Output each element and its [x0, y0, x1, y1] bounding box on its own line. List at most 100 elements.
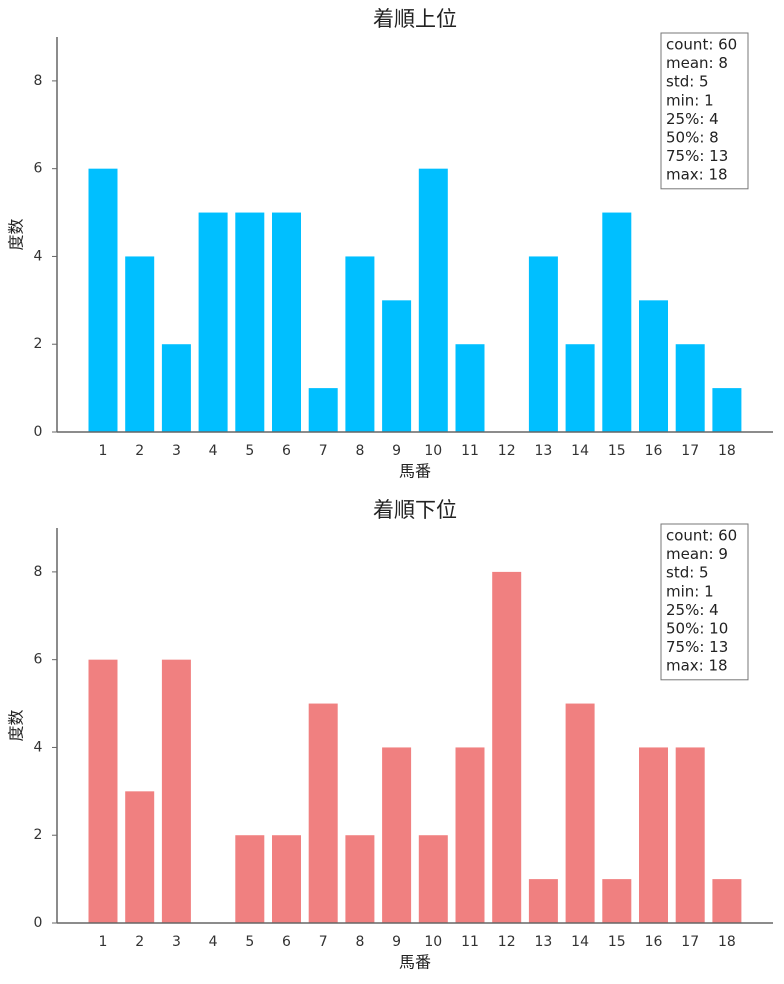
bar — [528, 256, 558, 432]
x-tick-label: 4 — [209, 934, 218, 950]
x-tick-label: 18 — [718, 934, 736, 950]
bar — [602, 212, 632, 432]
stats-line: 50%: 10 — [666, 620, 728, 638]
y-tick-label: 0 — [34, 915, 43, 931]
bar — [161, 659, 191, 923]
x-tick-label: 5 — [245, 443, 254, 459]
bar — [308, 388, 338, 432]
x-tick-label: 16 — [645, 443, 663, 459]
x-tick-label: 17 — [681, 443, 699, 459]
bar — [345, 835, 375, 923]
stats-box — [660, 523, 749, 681]
x-tick-label: 16 — [645, 934, 663, 950]
x-tick-label: 11 — [461, 443, 479, 459]
bar — [565, 703, 595, 923]
x-tick-label: 10 — [424, 934, 442, 950]
x-tick-label: 6 — [282, 443, 291, 459]
stats-line: 50%: 8 — [666, 129, 719, 147]
y-tick-label: 6 — [34, 161, 43, 177]
x-tick-label: 2 — [135, 934, 144, 950]
stats-line: 75%: 13 — [666, 638, 728, 656]
bar — [455, 344, 485, 432]
x-tick-label: 6 — [282, 934, 291, 950]
bar — [272, 835, 301, 923]
x-tick-label: 14 — [571, 443, 589, 459]
y-tick-label: 2 — [34, 336, 43, 352]
bar — [308, 703, 338, 923]
bar — [492, 571, 522, 923]
bar — [382, 300, 412, 432]
stats-line: mean: 8 — [666, 54, 728, 72]
y-tick-label: 8 — [34, 564, 43, 580]
y-tick-label: 4 — [34, 248, 43, 264]
x-tick-label: 15 — [608, 443, 626, 459]
y-axis-label: 度数 — [7, 218, 26, 250]
bar — [639, 747, 668, 923]
x-tick-label: 10 — [424, 443, 442, 459]
bar — [235, 835, 265, 923]
chart-title: 着順下位 — [373, 498, 457, 522]
x-tick-label: 9 — [392, 934, 401, 950]
stats-line: min: 1 — [666, 582, 714, 600]
bar — [528, 879, 558, 923]
stats-box — [660, 32, 749, 190]
x-tick-label: 14 — [571, 934, 589, 950]
bar — [712, 388, 742, 432]
x-tick-label: 18 — [718, 443, 736, 459]
y-tick-label: 8 — [34, 73, 43, 89]
x-tick-label: 2 — [135, 443, 144, 459]
bar — [161, 344, 191, 432]
stats-line: mean: 9 — [666, 545, 728, 563]
x-axis-label: 馬番 — [399, 462, 431, 481]
x-tick-label: 13 — [534, 934, 552, 950]
y-axis-label: 度数 — [7, 709, 26, 741]
bar — [675, 747, 705, 923]
bar — [418, 835, 448, 923]
x-tick-label: 11 — [461, 934, 479, 950]
stats-line: max: 18 — [666, 166, 728, 184]
x-tick-label: 7 — [319, 934, 328, 950]
stats-line: max: 18 — [666, 657, 728, 675]
stats-line: min: 1 — [666, 91, 714, 109]
x-tick-label: 5 — [245, 934, 254, 950]
x-tick-label: 12 — [498, 443, 516, 459]
x-tick-label: 4 — [209, 443, 218, 459]
stats-line: count: 60 — [666, 36, 737, 54]
stats-line: 75%: 13 — [666, 147, 728, 165]
stats-line: 25%: 4 — [666, 110, 719, 128]
bar — [418, 168, 448, 432]
stats-line: count: 60 — [666, 527, 737, 545]
y-tick-label: 0 — [34, 424, 43, 440]
bar — [125, 256, 155, 432]
x-tick-label: 7 — [319, 443, 328, 459]
x-tick-label: 13 — [534, 443, 552, 459]
bar — [712, 879, 742, 923]
stats-line: std: 5 — [666, 564, 709, 582]
x-tick-label: 8 — [355, 443, 364, 459]
chart-title: 着順上位 — [373, 7, 457, 31]
bar — [345, 256, 375, 432]
y-tick-label: 2 — [34, 827, 43, 843]
x-tick-label: 12 — [498, 934, 516, 950]
bar — [272, 212, 301, 432]
x-tick-label: 17 — [681, 934, 699, 950]
bar — [125, 791, 155, 923]
x-axis-label: 馬番 — [399, 953, 431, 972]
bar — [675, 344, 705, 432]
x-tick-label: 15 — [608, 934, 626, 950]
bar — [198, 212, 228, 432]
y-tick-label: 4 — [34, 739, 43, 755]
y-tick-label: 6 — [34, 652, 43, 668]
bar — [565, 344, 595, 432]
bar — [455, 747, 485, 923]
x-tick-label: 1 — [99, 443, 108, 459]
stats-line: std: 5 — [666, 73, 709, 91]
bar — [235, 212, 265, 432]
bar — [88, 168, 118, 432]
bar — [88, 659, 118, 923]
stats-line: 25%: 4 — [666, 601, 719, 619]
x-tick-label: 3 — [172, 443, 181, 459]
